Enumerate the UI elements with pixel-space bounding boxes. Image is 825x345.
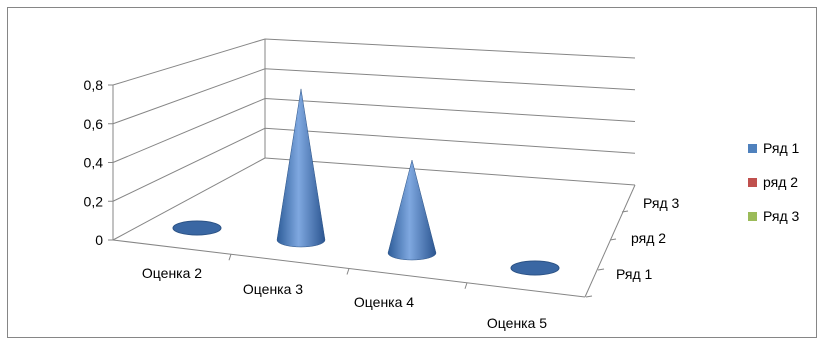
legend-label: Ряд 3 xyxy=(763,208,800,224)
legend-swatch xyxy=(748,177,757,187)
x-tick-label: Оценка 2 xyxy=(142,265,202,281)
legend-label: ряд 2 xyxy=(763,174,799,190)
y-axis-ticks: 0 0,2 0,4 0,6 0,8 xyxy=(84,77,113,248)
depth-tick-label: Ряд 3 xyxy=(643,195,680,211)
floor-back-edge xyxy=(264,157,636,186)
legend-label: Ряд 1 xyxy=(763,140,800,156)
legend-swatch xyxy=(748,211,757,221)
x-tick-mark xyxy=(228,254,232,261)
x-axis-ticks: Оценка 2 Оценка 3 Оценка 4 Оценка 5 xyxy=(142,254,547,331)
legend-item: Ряд 3 xyxy=(748,208,799,224)
gridlines xyxy=(112,38,636,202)
y-tick-label: 0,8 xyxy=(84,77,104,93)
depth-tick-label: ряд 2 xyxy=(631,230,666,246)
x-tick-label: Оценка 4 xyxy=(354,294,414,310)
cone-bar xyxy=(276,88,326,248)
y-tick-label: 0,2 xyxy=(84,193,104,209)
gridline xyxy=(112,68,636,125)
y-tick-label: 0 xyxy=(95,232,103,248)
x-tick-label: Оценка 3 xyxy=(243,281,303,297)
x-tick-mark xyxy=(346,268,350,275)
cone-base-flat xyxy=(172,220,222,236)
x-tick-label: Оценка 5 xyxy=(487,315,547,331)
depth-axis-ticks: Ряд 1 ряд 2 Ряд 3 xyxy=(585,195,680,298)
legend-item: ряд 2 xyxy=(748,174,798,190)
depth-tick-mark xyxy=(621,210,629,213)
y-tick-label: 0,4 xyxy=(84,155,104,171)
legend-item: Ряд 1 xyxy=(748,140,799,156)
cone-bar xyxy=(387,159,437,261)
depth-tick-label: Ряд 1 xyxy=(616,266,653,282)
floor-right-edge xyxy=(584,184,636,298)
data-marks xyxy=(172,88,560,276)
floor-left-edge xyxy=(112,157,266,241)
y-tick-label: 0,6 xyxy=(84,116,104,132)
gridline xyxy=(112,127,636,202)
gridline xyxy=(112,38,636,86)
gridline xyxy=(112,97,636,163)
chart-walls xyxy=(112,39,636,298)
legend-swatch xyxy=(748,143,757,153)
depth-tick-mark xyxy=(609,238,617,241)
depth-tick-mark xyxy=(597,268,605,271)
x-tick-mark xyxy=(464,282,468,289)
cone-base-flat xyxy=(510,260,560,276)
depth-tick-mark xyxy=(585,295,593,298)
